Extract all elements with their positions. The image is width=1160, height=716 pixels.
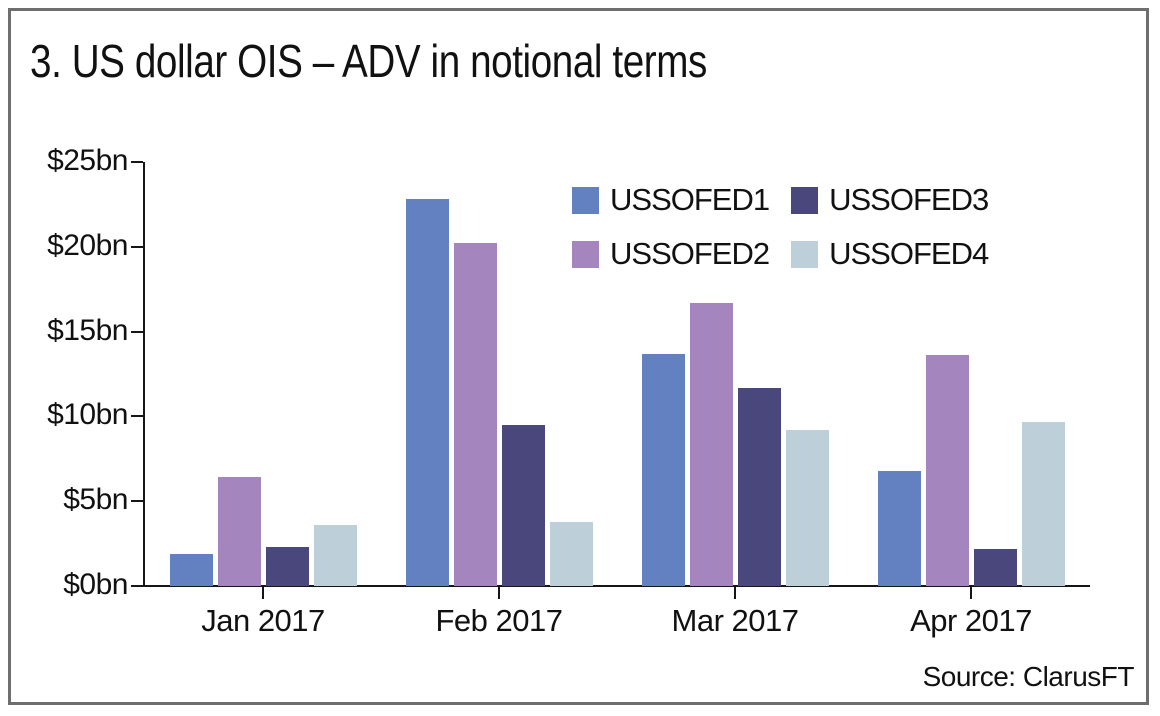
bar-ussofed4-apr-2017 (1021, 421, 1065, 586)
chart-title: 3. US dollar OIS – ADV in notional terms (30, 35, 707, 87)
x-axis-tick-label: Mar 2017 (671, 603, 799, 638)
y-axis-tick-label: $15bn (47, 313, 128, 347)
bar-ussofed3-apr-2017 (973, 548, 1017, 586)
legend-swatch-ussofed4 (791, 240, 819, 268)
bar-ussofed3-feb-2017 (501, 424, 545, 586)
x-tick (734, 586, 736, 599)
x-tick (498, 586, 500, 599)
bar-group (617, 162, 853, 586)
bar-ussofed1-mar-2017 (641, 353, 685, 586)
y-axis-tick-label: $0bn (63, 568, 128, 601)
x-axis-line (143, 585, 1090, 587)
bar-group (381, 162, 617, 586)
bar-ussofed2-jan-2017 (217, 477, 261, 586)
bar-ussofed3-jan-2017 (265, 547, 309, 586)
y-axis-tick-label: $5bn (63, 483, 128, 517)
source-label: Source: ClarusFT (922, 661, 1135, 692)
y-tick (131, 585, 143, 587)
legend-item-ussofed4: USSOFED4 (791, 236, 989, 272)
bar-ussofed2-mar-2017 (689, 302, 733, 586)
legend-label: USSOFED4 (829, 236, 989, 271)
y-tick (131, 330, 143, 333)
x-axis-tick-label: Jan 2017 (201, 603, 325, 638)
y-axis-tick-label: $25bn (47, 144, 128, 177)
bar-ussofed2-feb-2017 (453, 243, 497, 586)
y-tick (131, 415, 143, 418)
bar-ussofed3-mar-2017 (737, 387, 781, 586)
x-axis-tick-label: Feb 2017 (435, 603, 564, 638)
legend-label: USSOFED3 (829, 182, 989, 217)
bar-ussofed1-feb-2017 (405, 199, 449, 586)
legend-swatch-ussofed3 (791, 186, 819, 214)
x-tick (262, 586, 264, 599)
legend-swatch-ussofed1 (572, 186, 599, 214)
bar-ussofed1-jan-2017 (169, 553, 213, 586)
bar-ussofed4-feb-2017 (549, 521, 593, 586)
legend: USSOFED1 USSOFED2 USSOFED3 USSOFED4 (572, 182, 989, 272)
bar-ussofed2-apr-2017 (925, 355, 969, 586)
y-tick (131, 500, 143, 503)
x-axis-tick-label: Apr 2017 (910, 603, 1032, 638)
x-tick (970, 586, 972, 599)
y-axis-tick-label: $20bn (47, 228, 128, 262)
bar-ussofed4-jan-2017 (313, 524, 357, 586)
bar-group (853, 162, 1089, 586)
bar-ussofed4-mar-2017 (785, 429, 829, 586)
bar-group (145, 162, 381, 586)
legend-label: USSOFED1 (610, 182, 770, 217)
legend-item-ussofed2: USSOFED2 (572, 236, 770, 272)
bar-ussofed1-apr-2017 (877, 470, 921, 586)
legend-label: USSOFED2 (610, 236, 770, 271)
y-tick (131, 245, 143, 248)
y-axis-line (143, 162, 145, 586)
legend-swatch-ussofed2 (572, 240, 599, 268)
y-tick (131, 161, 143, 163)
legend-item-ussofed1: USSOFED1 (572, 182, 770, 218)
y-axis-tick-label: $10bn (47, 398, 128, 432)
legend-item-ussofed3: USSOFED3 (791, 182, 989, 218)
